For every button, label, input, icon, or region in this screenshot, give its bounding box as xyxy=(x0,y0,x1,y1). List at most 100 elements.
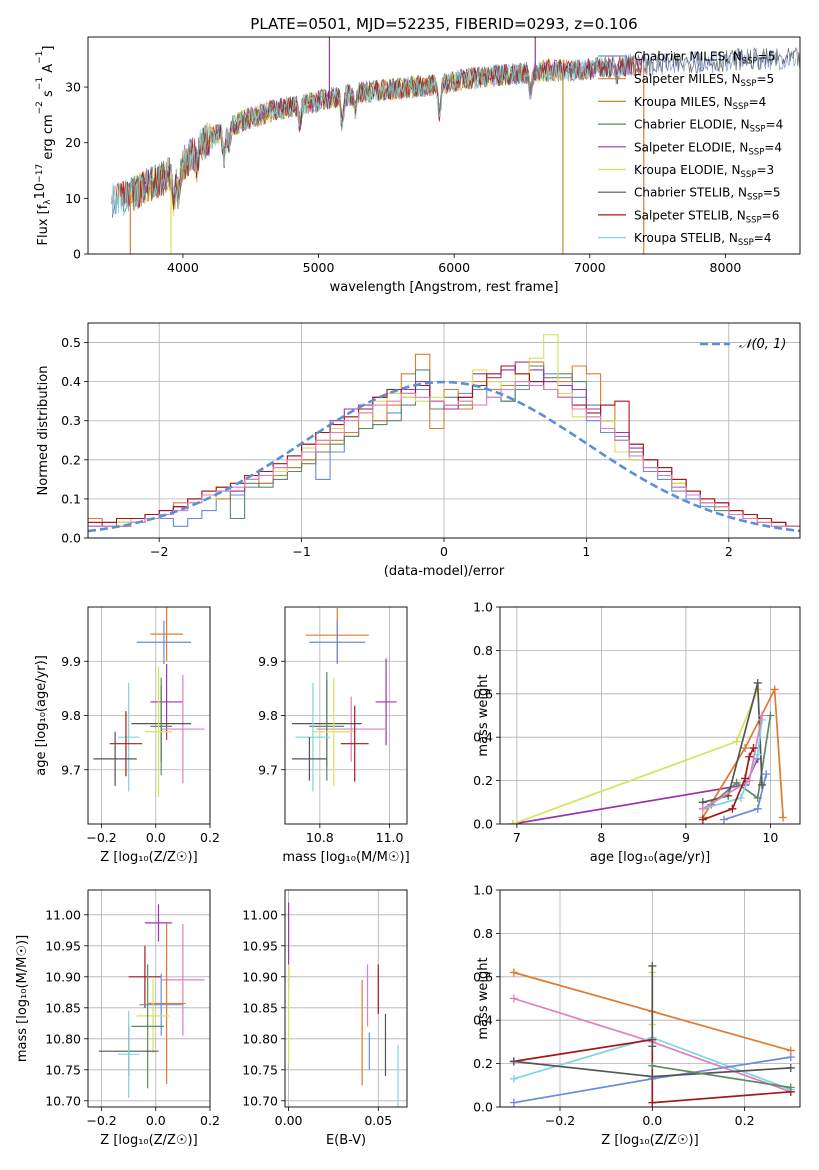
errorbar-point xyxy=(312,677,355,787)
chart-title: PLATE=0501, MJD=52235, FIBERID=0293, z=0… xyxy=(250,15,637,33)
y-label-part: 10 xyxy=(33,183,48,200)
weight-marker xyxy=(648,1061,657,1070)
errorbar-point xyxy=(291,737,327,781)
legend-label: Salpeter ELODIE, NSSP=4 xyxy=(634,140,782,157)
x-tick-label: −2 xyxy=(150,544,168,559)
weight-marker xyxy=(766,711,775,720)
y-axis-label: age [log₁₀(age/yr)] xyxy=(34,655,49,776)
legend-sub: SSP xyxy=(741,79,757,89)
x-tick-label: 0.0 xyxy=(642,1113,662,1128)
legend-value: =5 xyxy=(763,186,781,200)
x-tick-label: −0.2 xyxy=(86,1113,116,1128)
legend-model: Salpeter STELIB, N xyxy=(634,208,746,222)
y-label-part: −2 xyxy=(35,101,45,114)
y-tick-label: 0.4 xyxy=(473,730,493,745)
y-tick-label: 11.00 xyxy=(45,907,81,922)
weight-marker xyxy=(749,744,758,753)
weight-marker xyxy=(698,815,707,824)
y-tick-label: 9.9 xyxy=(61,654,81,669)
x-tick-label: 2 xyxy=(725,544,733,559)
legend-label: Salpeter STELIB, NSSP=6 xyxy=(634,208,779,225)
y-tick-label: 0.2 xyxy=(473,1056,493,1071)
x-tick-label: 7 xyxy=(513,830,521,845)
y-tick-label: 9.7 xyxy=(258,762,278,777)
weight-marker xyxy=(753,793,762,802)
errorbar-point xyxy=(150,663,183,740)
legend-sub: SSP xyxy=(748,147,764,157)
y-label-part: s xyxy=(41,90,56,101)
weight-marker xyxy=(753,804,762,813)
errorbar-point xyxy=(144,666,173,797)
legend-label: Kroupa ELODIE, NSSP=3 xyxy=(634,163,774,180)
x-tick-label: 0.05 xyxy=(364,1113,392,1128)
weight-marker xyxy=(648,1042,657,1051)
errorbar-point xyxy=(375,658,397,746)
normal-curve xyxy=(88,380,800,533)
y-tick-label: 10.70 xyxy=(242,1093,278,1108)
y-tick-label: 10.80 xyxy=(242,1031,278,1046)
errorbar-point xyxy=(147,922,186,1085)
panel-age-vs-Z: −0.2 0.0 0.2 9.7 9.8 9.9 Z [log₁₀(Z/Z☉)] age [l… xyxy=(34,606,220,865)
plot-area xyxy=(110,37,800,254)
plot-area xyxy=(509,961,795,1107)
x-axis-label: E(B-V) xyxy=(326,1133,366,1148)
x-axis-label: (data-model)/error xyxy=(384,564,505,579)
y-tick-label: 0.0 xyxy=(473,1100,493,1115)
errorbar-point xyxy=(128,945,162,1008)
plot-area xyxy=(93,607,205,797)
errorbar-point xyxy=(161,674,205,784)
x-axis-label: wavelength [Angstrom, rest frame] xyxy=(330,280,559,295)
legend-label: 𝒩(0, 1) xyxy=(739,337,786,352)
plot-area xyxy=(508,678,788,824)
y-label-part: −1 xyxy=(35,77,45,90)
x-axis-label: Z [log₁₀(Z/Z☉)] xyxy=(100,850,197,865)
weight-marker xyxy=(736,793,745,802)
weight-marker xyxy=(770,685,779,694)
x-axis-label: Z [log₁₀(Z/Z☉)] xyxy=(601,1133,698,1148)
y-tick-label: 10.90 xyxy=(45,969,81,984)
axes-frame xyxy=(284,889,408,1108)
y-tick-label: 10.75 xyxy=(45,1062,81,1077)
x-tick-label: 8000 xyxy=(710,260,742,275)
weight-marker xyxy=(762,770,771,779)
weight-marker xyxy=(741,744,750,753)
errorbar-point xyxy=(340,705,369,782)
errorbar-point xyxy=(139,973,183,1036)
legend-label: Chabrier STELIB, NSSP=5 xyxy=(634,186,781,203)
y-tick-label: 0.8 xyxy=(473,926,493,941)
axes-frame xyxy=(87,889,211,1108)
y-label-part: Flux [f xyxy=(36,204,51,245)
legend-model: Salpeter MILES, N xyxy=(634,72,741,86)
y-tick-label: 0.2 xyxy=(473,773,493,788)
x-tick-label: 7000 xyxy=(574,260,606,275)
axes-frame xyxy=(87,322,801,539)
weight-marker xyxy=(741,774,750,783)
axes-frame xyxy=(87,36,801,255)
y-tick-label: 9.8 xyxy=(258,708,278,723)
legend-label: Chabrier ELODIE, NSSP=4 xyxy=(634,118,783,135)
weight-marker xyxy=(648,1098,657,1107)
legend-value: =5 xyxy=(756,72,774,86)
panel-weight-vs-age: 7 8 9 10 0.0 0.2 0.4 0.6 0.8 1.0 age [log₁₀(age/yr… xyxy=(473,600,801,865)
y-axis-label: mass weight xyxy=(476,957,491,1039)
y-label-part: λ xyxy=(43,199,53,205)
errorbar-point xyxy=(309,620,366,664)
y-tick-label: 10.70 xyxy=(45,1093,81,1108)
x-tick-label: 10.8 xyxy=(306,830,334,845)
x-tick-label: 0.2 xyxy=(200,830,220,845)
errorbar-point xyxy=(117,1010,140,1098)
weight-line xyxy=(652,1064,791,1089)
legend-model: Salpeter ELODIE, N xyxy=(634,140,748,154)
axes-frame xyxy=(284,606,408,825)
legend-sub: SSP xyxy=(738,238,754,248)
legend-model: Kroupa MILES, N xyxy=(634,95,733,109)
plot-area xyxy=(291,608,397,792)
panel-mass-vs-Z: −0.2 0.0 0.2 10.70 10.75 10.80 10.85 10.90 10.95… xyxy=(15,889,220,1148)
y-tick-label: 0.3 xyxy=(61,413,81,428)
errorbar-point xyxy=(136,620,192,664)
plot-area xyxy=(287,902,399,1107)
y-axis-label: mass weight xyxy=(476,674,491,756)
axes-frame xyxy=(499,889,801,1108)
weight-marker xyxy=(745,776,754,785)
